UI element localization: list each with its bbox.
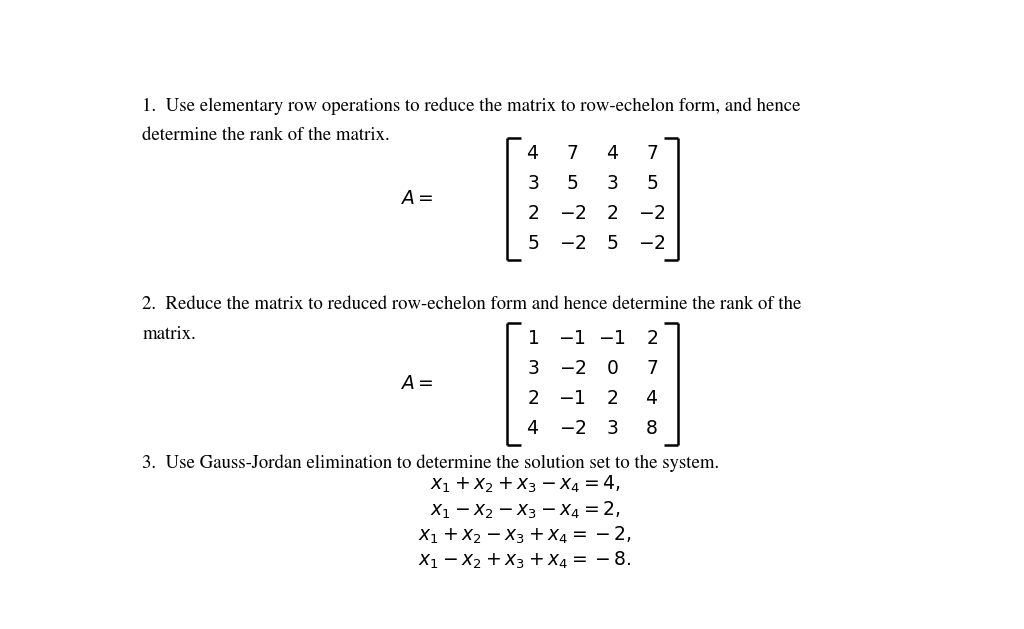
Text: $2$: $2$ [606,205,618,223]
Text: $2$: $2$ [646,330,657,348]
Text: $5$: $5$ [646,175,657,193]
Text: $5$: $5$ [526,235,539,253]
Text: $-2$: $-2$ [558,235,587,253]
Text: $8$: $8$ [645,420,658,438]
Text: $-2$: $-2$ [558,360,587,378]
Text: $x_1 - x_2 - x_3 - x_4 = 2,$: $x_1 - x_2 - x_3 - x_4 = 2,$ [429,499,621,521]
Text: $x_1 - x_2 + x_3 + x_4 = -8.$: $x_1 - x_2 + x_3 + x_4 = -8.$ [418,550,632,571]
Text: determine the rank of the matrix.: determine the rank of the matrix. [142,127,390,145]
Text: $x_1 + x_2 + x_3 - x_4 = 4,$: $x_1 + x_2 + x_3 - x_4 = 4,$ [429,474,621,496]
Text: $7$: $7$ [646,145,657,163]
Text: $-2$: $-2$ [638,235,666,253]
Text: $3$: $3$ [606,420,618,438]
Text: $4$: $4$ [526,420,540,438]
Text: 1.  Use elementary row operations to reduce the matrix to row-echelon form, and : 1. Use elementary row operations to redu… [142,97,801,115]
Text: 3.  Use Gauss-Jordan elimination to determine the solution set to the system.: 3. Use Gauss-Jordan elimination to deter… [142,454,720,472]
Text: 2.  Reduce the matrix to reduced row-echelon form and hence determine the rank o: 2. Reduce the matrix to reduced row-eche… [142,296,802,313]
Text: $2$: $2$ [606,390,618,408]
Text: $-1$: $-1$ [558,390,587,408]
Text: $-2$: $-2$ [558,205,587,223]
Text: $4$: $4$ [526,145,540,163]
Text: $-2$: $-2$ [638,205,666,223]
Text: $7$: $7$ [566,145,579,163]
Text: $2$: $2$ [526,205,539,223]
Text: $2$: $2$ [526,390,539,408]
Text: $5$: $5$ [566,175,579,193]
Text: $7$: $7$ [646,360,657,378]
Text: $3$: $3$ [526,360,539,378]
Text: $-1$: $-1$ [598,330,626,348]
Text: $-2$: $-2$ [558,420,587,438]
Text: $x_1 + x_2 - x_3 + x_4 = -2,$: $x_1 + x_2 - x_3 + x_4 = -2,$ [418,525,632,546]
Text: $A =$: $A =$ [400,375,433,393]
Text: $0$: $0$ [606,360,618,378]
Text: $3$: $3$ [606,175,618,193]
Text: $5$: $5$ [606,235,618,253]
Text: $-1$: $-1$ [558,330,587,348]
Text: $A =$: $A =$ [400,190,433,208]
Text: $4$: $4$ [605,145,618,163]
Text: $1$: $1$ [526,330,539,348]
Text: $3$: $3$ [526,175,539,193]
Text: $4$: $4$ [645,390,658,408]
Text: matrix.: matrix. [142,326,196,343]
